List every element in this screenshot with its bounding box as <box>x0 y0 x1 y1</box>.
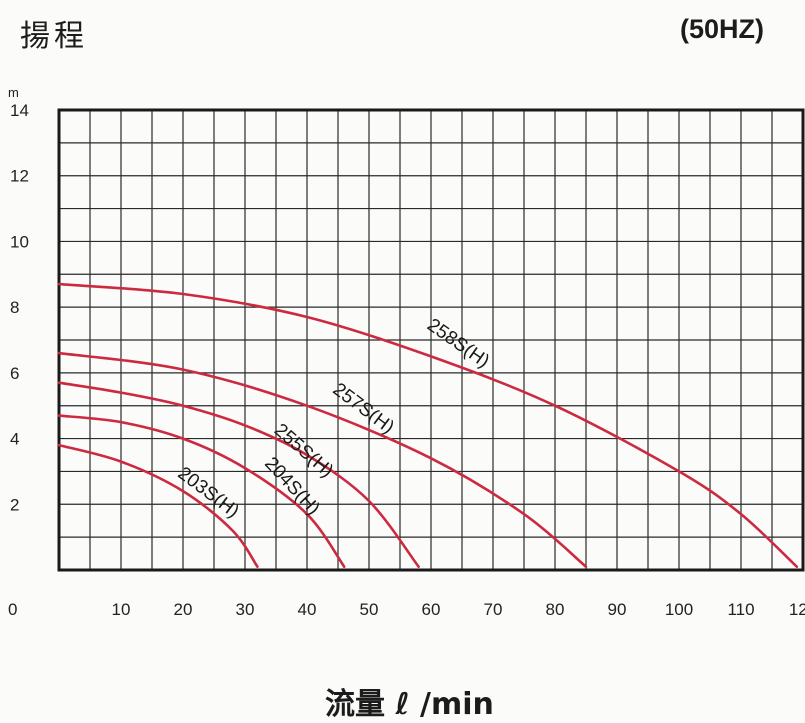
chart-title: 揚程 <box>20 19 88 54</box>
plot-frame <box>57 108 805 572</box>
curve-257sh <box>57 351 588 568</box>
x-tick-label: 70 <box>484 600 503 619</box>
x-tick-label: 120 <box>789 600 805 619</box>
grid <box>59 110 803 570</box>
x-tick-label: 40 <box>298 600 317 619</box>
x-tick-label: 30 <box>236 600 255 619</box>
x-tick-label: 60 <box>422 600 441 619</box>
x-tick-label: 90 <box>608 600 627 619</box>
y-tick-label: 10 <box>10 232 29 251</box>
y-tick-label: 2 <box>10 495 19 514</box>
x-tick-label: 50 <box>360 600 379 619</box>
curve-label: 258S(H) <box>423 315 493 373</box>
curve-204sh <box>57 414 346 568</box>
curve-label: 257S(H) <box>329 379 398 438</box>
curve-203sh <box>57 443 259 568</box>
x-tick-label: 80 <box>546 600 565 619</box>
y-tick-label: 12 <box>10 167 29 186</box>
pump-curves <box>57 282 799 568</box>
x-axis-label: 流量 ℓ /min <box>325 687 494 722</box>
origin-label: 0 <box>8 600 17 619</box>
x-tick-label: 110 <box>727 600 754 619</box>
x-tick-label: 10 <box>112 600 131 619</box>
curve-255sh <box>57 381 420 568</box>
x-tick-label: 100 <box>665 600 693 619</box>
curve-labels: 258S(H)257S(H)255S(H)204S(H)203S(H) <box>174 315 493 523</box>
y-tick-labels: 2 4 6 8 10 12 14 <box>10 101 29 514</box>
y-tick-label: 6 <box>10 364 19 383</box>
curve-258sh <box>57 282 799 568</box>
y-unit-label: m <box>8 85 19 100</box>
y-tick-label: 4 <box>10 430 19 449</box>
y-tick-label: 8 <box>10 298 19 317</box>
frequency-label: (50HZ) <box>680 14 764 44</box>
x-tick-labels: 10 20 30 40 50 60 70 80 90 100 110 120 <box>112 600 805 619</box>
y-tick-label: 14 <box>10 101 29 120</box>
x-tick-label: 20 <box>174 600 193 619</box>
